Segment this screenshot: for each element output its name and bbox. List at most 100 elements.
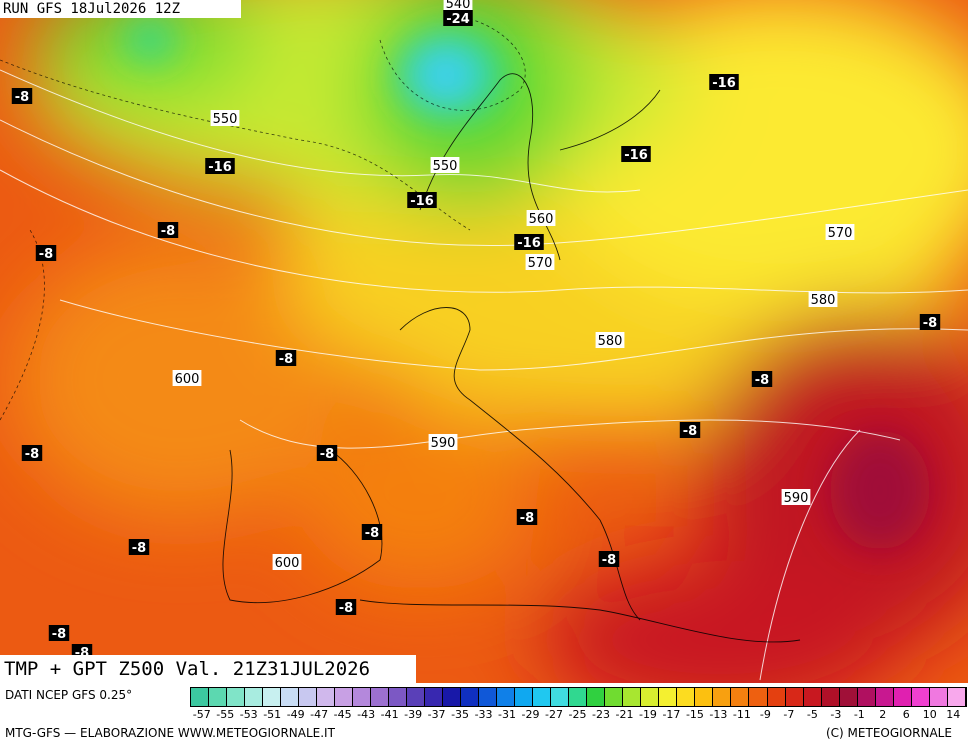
temp-label: -16 [624,148,648,163]
colorbar-swatch [245,688,264,706]
temp-label: -16 [410,194,434,209]
contour-label-box [595,332,625,348]
contour-label: 540 [446,0,471,12]
contour-label-box [428,434,458,450]
temp-label-box [598,551,620,567]
colorbar-tick: -25 [568,708,587,721]
colorbar-tick: 6 [902,708,910,721]
temp-label-box [919,314,941,330]
colorbar-swatch [461,688,480,706]
colorbar-tick: -53 [239,708,258,721]
colorbar-swatch [605,688,624,706]
colorbar-swatch [443,688,462,706]
colorbar-tick: 2 [879,708,887,721]
temp-label: -8 [520,511,534,526]
contour-label: 560 [529,212,554,227]
colorbar-tick: -43 [357,708,376,721]
colorbar-tick: -27 [545,708,563,721]
colorbar-swatch [515,688,534,706]
temp-label-box [407,192,437,208]
colorbar-swatch [929,688,948,706]
colorbar-tick: 10 [922,708,937,721]
contour-label-box [808,291,838,307]
colorbar-swatch [911,688,930,706]
colorbar-tick: -7 [783,708,795,721]
contour-label: 570 [828,226,853,241]
colorbar-swatch [695,688,714,706]
source: DATI NCEP GFS 0.25° [5,688,133,702]
colorbar [190,687,967,707]
colorbar-swatch [659,688,678,706]
colorbar-swatch [947,688,966,706]
temp-label-box [11,88,33,104]
colorbar-swatch [317,688,336,706]
temp-label-box [751,371,773,387]
colorbar-tick: -39 [404,708,423,721]
temp-label: -8 [339,601,353,616]
colorbar-swatch [389,688,408,706]
colorbar-tick: -21 [615,708,634,721]
colorbar-swatch [569,688,588,706]
colorbar-swatch [641,688,660,706]
contour-label-box [525,254,555,270]
contour-label-box [210,110,240,126]
colorbar-swatch [191,688,210,706]
colorbar-swatch [425,688,444,706]
colorbar-swatch [533,688,552,706]
colorbar-swatch [353,688,372,706]
colorbar-swatch [677,688,696,706]
colorbar-swatch [227,688,246,706]
colorbar-tick: -49 [286,708,305,721]
colorbar-swatch [407,688,426,706]
colorbar-tick: -11 [732,708,751,721]
colorbar-swatch [731,688,750,706]
colorbar-tick: -3 [830,708,842,721]
temp-label-box [21,445,43,461]
colorbar-tick: 14 [946,708,961,721]
colorbar-tick: -29 [521,708,540,721]
temp-label-box [443,10,473,26]
colorbar-swatch [497,688,516,706]
colorbar-tick: -55 [216,708,235,721]
temp-label: -16 [208,160,232,175]
colorbar-tick: -45 [333,708,352,721]
colorbar-swatch [299,688,318,706]
colorbar-swatch [749,688,768,706]
colorbar-tick: -5 [806,708,818,721]
colorbar-swatch [839,688,858,706]
copyright: (C) METEOGIORNALE [826,726,952,740]
temp-label: -8 [15,90,29,105]
colorbar-tick: -37 [427,708,446,721]
colorbar-swatch [713,688,732,706]
colorbar-swatch [821,688,840,706]
temp-label-box [361,524,383,540]
colorbar-swatch [209,688,228,706]
colorbar-tick: -31 [498,708,517,721]
colorbar-swatch [281,688,300,706]
temp-label-box [679,422,701,438]
run-label: RUN GFS 18Jul2026 12Z [0,0,241,18]
colorbar-tick: -35 [451,708,470,721]
contour-label-box [781,489,811,505]
colorbar-tick: -13 [709,708,728,721]
temp-label-box [48,625,70,641]
temp-label-box [128,539,150,555]
field [0,0,968,683]
temp-label: -8 [320,447,334,462]
temp-label: -8 [52,627,66,642]
temp-label-box [35,245,57,261]
temp-label: -8 [602,553,616,568]
temp-label: -8 [25,447,39,462]
temp-label: -16 [712,76,736,91]
temp-label: -8 [279,352,293,367]
temp-label: -8 [39,247,53,262]
contour-label-box [526,210,556,226]
colorbar-tick: -17 [662,708,681,721]
temp-label-box [205,158,235,174]
temp-label: -8 [132,541,146,556]
temp-label-box [275,350,297,366]
colorbar-swatch [893,688,912,706]
colorbar-tick: -19 [638,708,657,721]
colorbar-swatch [587,688,606,706]
